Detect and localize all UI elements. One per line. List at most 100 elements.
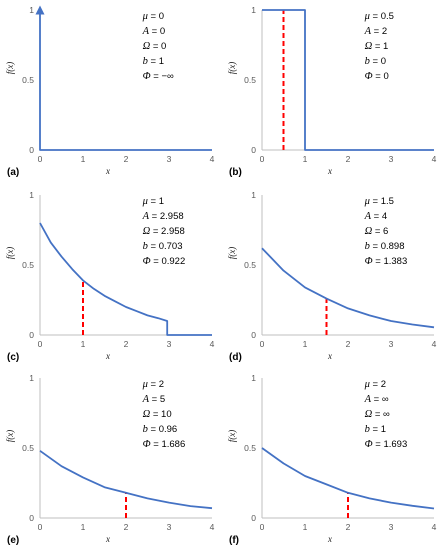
parameter-annotation: A = 2 <box>364 26 388 37</box>
y-tick-label: 0 <box>29 145 34 155</box>
series-line <box>39 222 212 336</box>
x-tick-label: 0 <box>38 154 43 164</box>
chart-panel-e: 0 1 2 3 4 0 0.5 1 x f(x) (e) μ = 2 A = 5 Ω = 10 b = 0.… <box>5 373 215 546</box>
x-tick-label: 2 <box>346 154 351 164</box>
y-tick-label: 1 <box>29 190 34 200</box>
parameter-annotation: Ω = ∞ <box>365 409 390 420</box>
parameter-annotation: Ω = 10 <box>143 409 172 420</box>
parameter-annotation: Ω = 0 <box>143 41 167 52</box>
chart-panel-a: 0 1 2 3 4 0 0.5 1 x f(x) (a) μ = 0 A = 0 Ω = 0 b = 1 Φ … <box>5 5 215 178</box>
parameter-annotation: Φ = 0.922 <box>143 256 186 267</box>
x-tick-label: 4 <box>210 522 215 532</box>
x-tick-label: 4 <box>432 339 437 349</box>
y-tick-label: 0.5 <box>244 75 256 85</box>
y-tick-label: 1 <box>29 5 34 15</box>
y-axis-label: f(x) <box>227 430 237 443</box>
y-axis-label: f(x) <box>5 430 15 443</box>
x-tick-label: 4 <box>210 154 215 164</box>
x-tick-label: 2 <box>124 522 129 532</box>
y-tick-label: 0.5 <box>22 75 34 85</box>
panel-label: (a) <box>7 167 19 178</box>
y-tick-label: 0 <box>251 145 256 155</box>
parameter-annotation: b = 1 <box>143 56 164 67</box>
x-tick-label: 0 <box>38 522 43 532</box>
x-axis-label: x <box>105 166 110 176</box>
x-axis-label: x <box>327 534 332 544</box>
parameter-annotation: b = 0.96 <box>143 424 178 435</box>
series-line <box>262 9 434 151</box>
x-tick-label: 1 <box>303 339 308 349</box>
parameter-annotation: Φ = 0 <box>365 71 389 82</box>
chart-panel-d: 0 1 2 3 4 0 0.5 1 x f(x) (d) μ = 1.5 A = 4 Ω = 6 b = 0… <box>227 190 437 363</box>
parameter-annotation: Φ = 1.686 <box>143 439 186 450</box>
parameter-annotation: μ = 0.5 <box>364 11 394 22</box>
x-tick-label: 1 <box>81 154 86 164</box>
y-tick-label: 0 <box>251 513 256 523</box>
parameter-annotation: μ = 2 <box>364 379 386 390</box>
x-tick-label: 4 <box>432 154 437 164</box>
chart-panel-c: 0 1 2 3 4 0 0.5 1 x f(x) (c) μ = 1 A = 2.958 Ω = 2.95… <box>5 190 215 363</box>
parameter-annotation: A = ∞ <box>364 394 389 405</box>
x-tick-label: 3 <box>389 154 394 164</box>
parameter-annotation: A = 4 <box>364 211 388 222</box>
parameter-annotation: b = 0.898 <box>365 241 405 252</box>
parameter-annotation: A = 2.958 <box>142 211 184 222</box>
chart-panel-b: 0 1 2 3 4 0 0.5 1 x f(x) (b) μ = 0.5 A = 2 Ω = 1 b = 0… <box>227 5 437 178</box>
y-tick-label: 0 <box>251 330 256 340</box>
panel-label: (c) <box>7 352 19 363</box>
y-axis-label: f(x) <box>227 247 237 260</box>
x-tick-label: 0 <box>38 339 43 349</box>
parameter-annotation: b = 0.703 <box>143 241 183 252</box>
x-axis-label: x <box>327 351 332 361</box>
y-tick-label: 0.5 <box>244 260 256 270</box>
x-tick-label: 1 <box>303 154 308 164</box>
y-tick-label: 0.5 <box>22 443 34 453</box>
y-axis-label: f(x) <box>5 247 15 260</box>
x-tick-label: 4 <box>210 339 215 349</box>
parameter-annotation: A = 5 <box>142 394 166 405</box>
y-tick-label: 1 <box>251 5 256 15</box>
parameter-annotation: Φ = 1.693 <box>365 439 408 450</box>
y-tick-label: 0.5 <box>22 260 34 270</box>
x-axis-label: x <box>105 351 110 361</box>
parameter-annotation: μ = 0 <box>142 11 164 22</box>
y-tick-label: 0.5 <box>244 443 256 453</box>
panel-label: (f) <box>229 535 239 546</box>
x-tick-label: 2 <box>124 154 129 164</box>
x-tick-label: 0 <box>260 339 265 349</box>
x-tick-label: 1 <box>81 522 86 532</box>
x-axis-label: x <box>327 166 332 176</box>
parameter-annotation: μ = 2 <box>142 379 164 390</box>
panel-label: (e) <box>7 535 19 546</box>
x-tick-label: 2 <box>124 339 129 349</box>
x-tick-label: 4 <box>432 522 437 532</box>
parameter-annotation: Ω = 2.958 <box>143 226 185 237</box>
x-tick-label: 3 <box>167 154 172 164</box>
y-axis-label: f(x) <box>5 62 15 75</box>
chart-panel-f: 0 1 2 3 4 0 0.5 1 x f(x) (f) μ = 2 A = ∞ Ω = ∞ b = 1 Φ … <box>227 373 437 546</box>
y-axis-label: f(x) <box>227 62 237 75</box>
x-tick-label: 0 <box>260 522 265 532</box>
series-line <box>35 5 212 151</box>
x-tick-label: 1 <box>81 339 86 349</box>
series-line <box>261 247 435 329</box>
y-tick-label: 1 <box>251 190 256 200</box>
panel-label: (b) <box>229 167 242 178</box>
series-line <box>39 450 213 510</box>
x-tick-label: 3 <box>167 339 172 349</box>
parameter-annotation: b = 1 <box>365 424 386 435</box>
x-tick-label: 3 <box>389 522 394 532</box>
x-tick-label: 2 <box>346 339 351 349</box>
x-axis-label: x <box>105 534 110 544</box>
parameter-annotation: A = 0 <box>142 26 166 37</box>
parameter-annotation: Φ = −∞ <box>143 71 174 82</box>
y-tick-label: 1 <box>29 373 34 383</box>
series-line <box>261 447 435 510</box>
parameter-annotation: Ω = 6 <box>365 226 389 237</box>
panel-label: (d) <box>229 352 242 363</box>
x-tick-label: 1 <box>303 522 308 532</box>
parameter-annotation: b = 0 <box>365 56 386 67</box>
y-tick-label: 0 <box>29 330 34 340</box>
x-tick-label: 3 <box>389 339 394 349</box>
